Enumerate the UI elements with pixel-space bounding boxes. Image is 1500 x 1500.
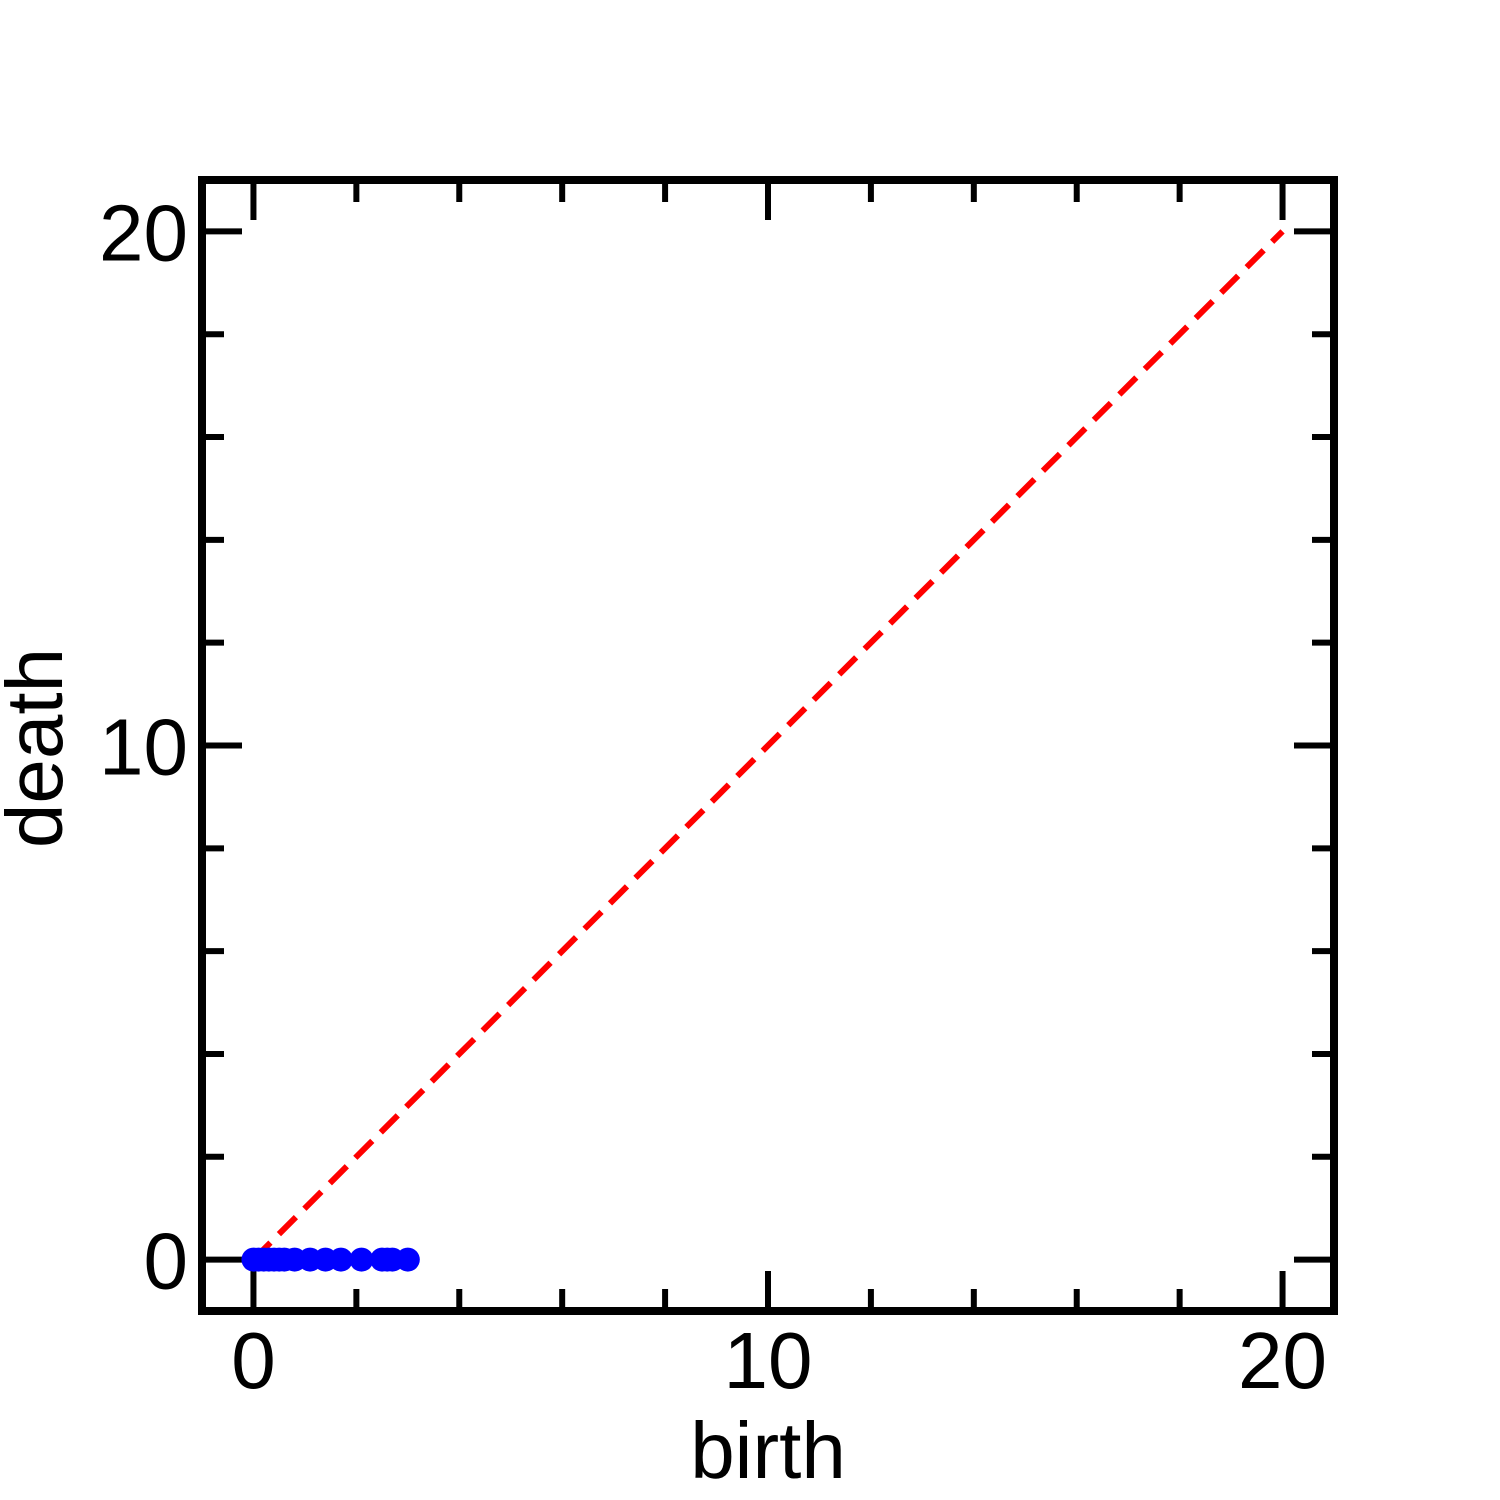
x-tick-label-0: 0 bbox=[231, 1316, 276, 1405]
data-point-0-10 bbox=[328, 1247, 353, 1272]
y-tick-label-20: 20 bbox=[99, 188, 188, 277]
diagonal-reference-line bbox=[251, 229, 1285, 1262]
points-layer bbox=[241, 1247, 420, 1272]
y-axis-label: death bbox=[0, 648, 79, 848]
x-axis-label: birth bbox=[690, 1406, 846, 1495]
data-point-0-15 bbox=[395, 1247, 420, 1272]
data-point-0-11 bbox=[349, 1247, 374, 1272]
y-tick-label-0: 0 bbox=[144, 1217, 189, 1306]
y-tick-label-10: 10 bbox=[99, 703, 188, 792]
x-tick-label-10: 10 bbox=[724, 1316, 813, 1405]
plot-frame bbox=[198, 176, 1338, 1315]
reference-line-layer bbox=[251, 229, 1285, 1262]
tick-labels-layer: 00 10 10 20 20 bbox=[99, 188, 1327, 1405]
x-tick-label-20: 20 bbox=[1238, 1316, 1327, 1405]
